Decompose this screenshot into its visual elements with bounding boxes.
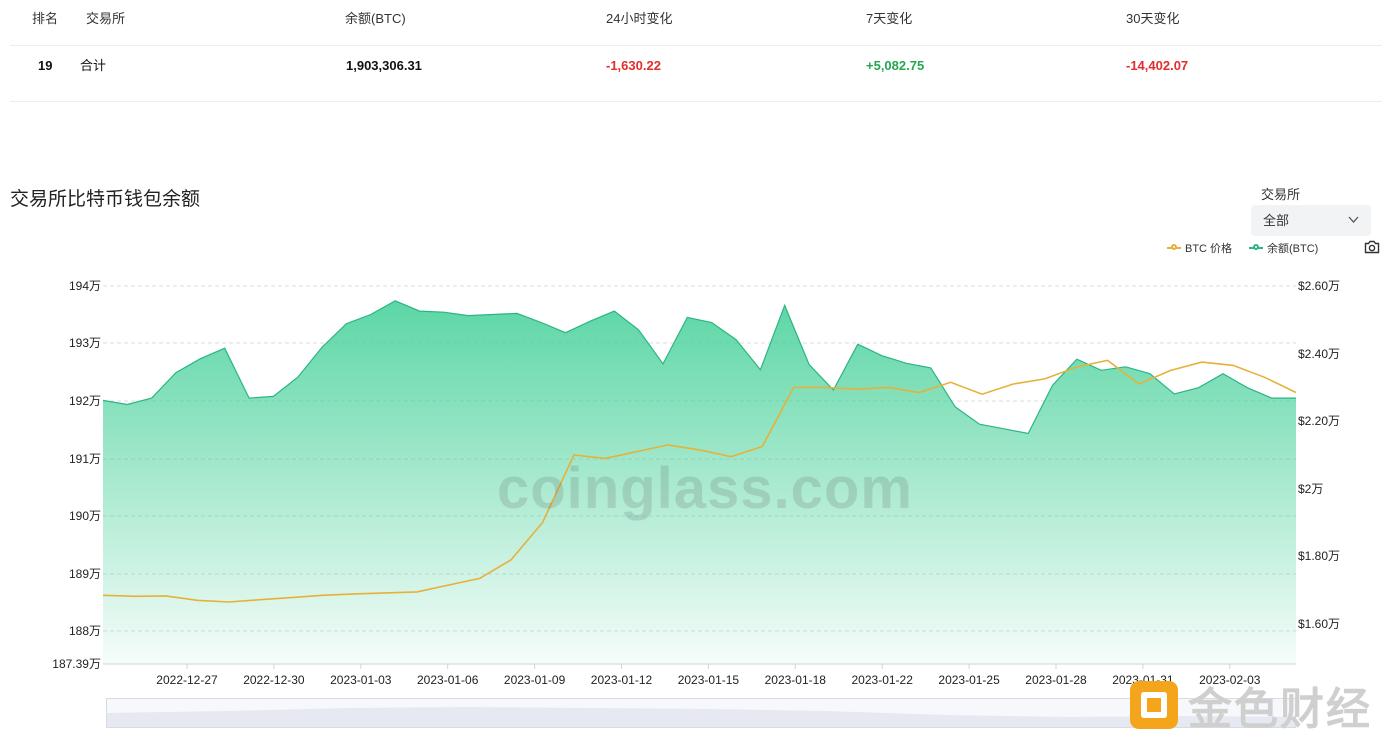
watermark: coinglass.com: [497, 456, 913, 521]
y-axis-right: $2.60万 $2.40万 $2.20万 $2万 $1.80万 $1.60万: [1298, 279, 1340, 631]
y-left-tick-label: 188万: [69, 624, 101, 638]
x-tick-label: 2023-01-06: [417, 673, 479, 687]
change-30d-cell: -14,402.07: [1126, 58, 1189, 73]
x-tick-label: 2023-01-03: [330, 673, 392, 687]
change-7d-cell: +5,082.75: [866, 58, 925, 73]
x-tick-label: 2023-01-18: [765, 673, 827, 687]
x-axis: 2022-12-27 2022-12-30 2023-01-03 2023-01-06…: [156, 664, 1261, 687]
y-left-tick-label: 189万: [69, 567, 101, 581]
x-tick-label: 2023-01-15: [678, 673, 740, 687]
y-left-tick-label: 190万: [69, 509, 101, 523]
y-right-tick-label: $2.20万: [1298, 414, 1340, 428]
y-right-tick-label: $2.40万: [1298, 347, 1340, 361]
x-tick-label: 2023-01-25: [938, 673, 1000, 687]
y-left-tick-label: 193万: [69, 336, 101, 350]
legend-btc-marker-icon: [1167, 243, 1181, 253]
header-change-7d[interactable]: 7天变化: [866, 11, 913, 26]
header-change-30d[interactable]: 30天变化: [1126, 11, 1180, 26]
legend-balance-marker-icon: [1249, 243, 1263, 253]
y-right-tick-label: $2万: [1298, 482, 1323, 496]
legend-balance[interactable]: 余额(BTC): [1249, 240, 1318, 256]
chevron-down-icon: [1348, 205, 1359, 248]
exchange-cell: 合计: [80, 58, 107, 73]
change-24h-cell: -1,630.22: [606, 58, 661, 73]
legend-balance-label: 余额(BTC): [1267, 243, 1319, 255]
y-left-tick-label: 194万: [69, 279, 101, 293]
x-tick-label: 2023-01-12: [591, 673, 653, 687]
x-tick-label: 2023-02-03: [1199, 673, 1261, 687]
camera-icon[interactable]: [1364, 240, 1380, 254]
scroller-preview: [107, 707, 1295, 727]
x-tick-label: 2022-12-30: [243, 673, 305, 687]
page-title: 交易所比特币钱包余额: [10, 189, 201, 210]
header-rank[interactable]: 排名: [32, 11, 59, 26]
brand-mark-icon: [1128, 679, 1180, 731]
chart-range-scroller[interactable]: [106, 698, 1296, 728]
exchange-select[interactable]: 全部: [1251, 205, 1371, 236]
brand-logo: 金色财经: [1128, 673, 1372, 737]
header-change-24h[interactable]: 24小时变化: [606, 11, 673, 26]
y-right-tick-label: $1.60万: [1298, 617, 1340, 631]
exchange-select-value: 全部: [1263, 213, 1290, 228]
x-tick-label: 2022-12-27: [156, 673, 218, 687]
y-left-tick-label: 192万: [69, 394, 101, 408]
legend-btc-label: BTC 价格: [1185, 243, 1233, 255]
table-header-row: 排名 交易所 余额(BTC) 24小时变化 7天变化 30天变化: [10, 0, 1382, 46]
table-row: 19 合计 1,903,306.31 -1,630.22 +5,082.75 -…: [10, 46, 1382, 102]
x-tick-label: 2023-01-09: [504, 673, 566, 687]
balance-line: [102, 300, 1296, 435]
y-right-tick-label: $2.60万: [1298, 279, 1340, 293]
balance-cell: 1,903,306.31: [346, 58, 422, 73]
brand-name: 金色财经: [1188, 685, 1372, 734]
y-left-tick-label: 191万: [69, 452, 101, 466]
header-balance[interactable]: 余额(BTC): [345, 11, 406, 26]
x-tick-label: 2023-01-22: [852, 673, 914, 687]
exchange-table: 排名 交易所 余额(BTC) 24小时变化 7天变化 30天变化 19 合计 1…: [10, 0, 1382, 102]
legend-btc-price[interactable]: BTC 价格: [1167, 240, 1232, 256]
balance-area: [103, 300, 1296, 664]
x-tick-label: 2023-01-28: [1025, 673, 1087, 687]
header-exchange[interactable]: 交易所: [86, 11, 126, 26]
chart-series: [102, 300, 1297, 664]
y-right-tick-label: $1.80万: [1298, 549, 1340, 563]
exchange-filter-label: 交易所: [1261, 187, 1301, 202]
y-axis-left: 194万 193万 192万 191万 190万 189万 188万 187.39万: [52, 279, 101, 671]
y-left-tick-label: 187.39万: [52, 657, 101, 671]
rank-cell: 19: [38, 58, 53, 73]
btc-price-line: [102, 359, 1297, 603]
